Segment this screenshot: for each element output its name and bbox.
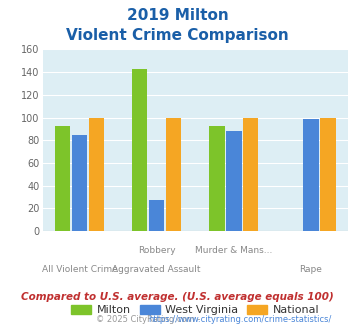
Bar bbox=[55, 125, 70, 231]
Text: https://www.cityrating.com/crime-statistics/: https://www.cityrating.com/crime-statist… bbox=[149, 315, 332, 324]
Text: All Violent Crime: All Violent Crime bbox=[42, 265, 118, 275]
Text: © 2025 CityRating.com -: © 2025 CityRating.com - bbox=[96, 315, 203, 324]
Bar bbox=[303, 119, 318, 231]
Bar bbox=[132, 69, 147, 231]
Bar bbox=[89, 117, 104, 231]
Text: Murder & Mans...: Murder & Mans... bbox=[195, 246, 273, 254]
Text: Violent Crime Comparison: Violent Crime Comparison bbox=[66, 28, 289, 43]
Bar bbox=[209, 125, 225, 231]
Bar bbox=[226, 131, 241, 231]
Bar bbox=[320, 117, 335, 231]
Text: Aggravated Assault: Aggravated Assault bbox=[113, 265, 201, 275]
Text: Compared to U.S. average. (U.S. average equals 100): Compared to U.S. average. (U.S. average … bbox=[21, 292, 334, 302]
Legend: Milton, West Virginia, National: Milton, West Virginia, National bbox=[67, 300, 324, 320]
Text: Rape: Rape bbox=[300, 265, 322, 275]
Bar bbox=[149, 200, 164, 231]
Bar bbox=[243, 117, 258, 231]
Text: 2019 Milton: 2019 Milton bbox=[127, 8, 228, 23]
Bar bbox=[166, 117, 181, 231]
Text: Robbery: Robbery bbox=[138, 246, 175, 254]
Bar bbox=[72, 135, 87, 231]
